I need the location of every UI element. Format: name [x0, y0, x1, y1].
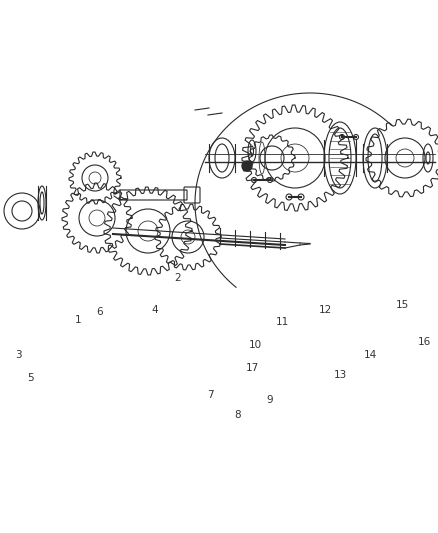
Text: 6: 6	[97, 307, 103, 317]
Text: 5: 5	[27, 373, 33, 383]
Text: 11: 11	[276, 317, 289, 327]
Text: 14: 14	[364, 350, 377, 360]
Text: 1: 1	[75, 315, 81, 325]
Text: 3: 3	[15, 350, 21, 360]
Text: 17: 17	[245, 363, 258, 373]
Text: 2: 2	[175, 273, 181, 283]
Text: 4: 4	[152, 305, 158, 315]
Text: 12: 12	[318, 305, 332, 315]
Text: 16: 16	[417, 337, 431, 347]
Text: 8: 8	[235, 410, 241, 420]
Text: 9: 9	[267, 395, 273, 405]
Text: 10: 10	[248, 340, 261, 350]
Text: 7: 7	[207, 390, 213, 400]
Text: 15: 15	[396, 300, 409, 310]
Circle shape	[242, 161, 252, 171]
Text: 13: 13	[333, 370, 346, 380]
